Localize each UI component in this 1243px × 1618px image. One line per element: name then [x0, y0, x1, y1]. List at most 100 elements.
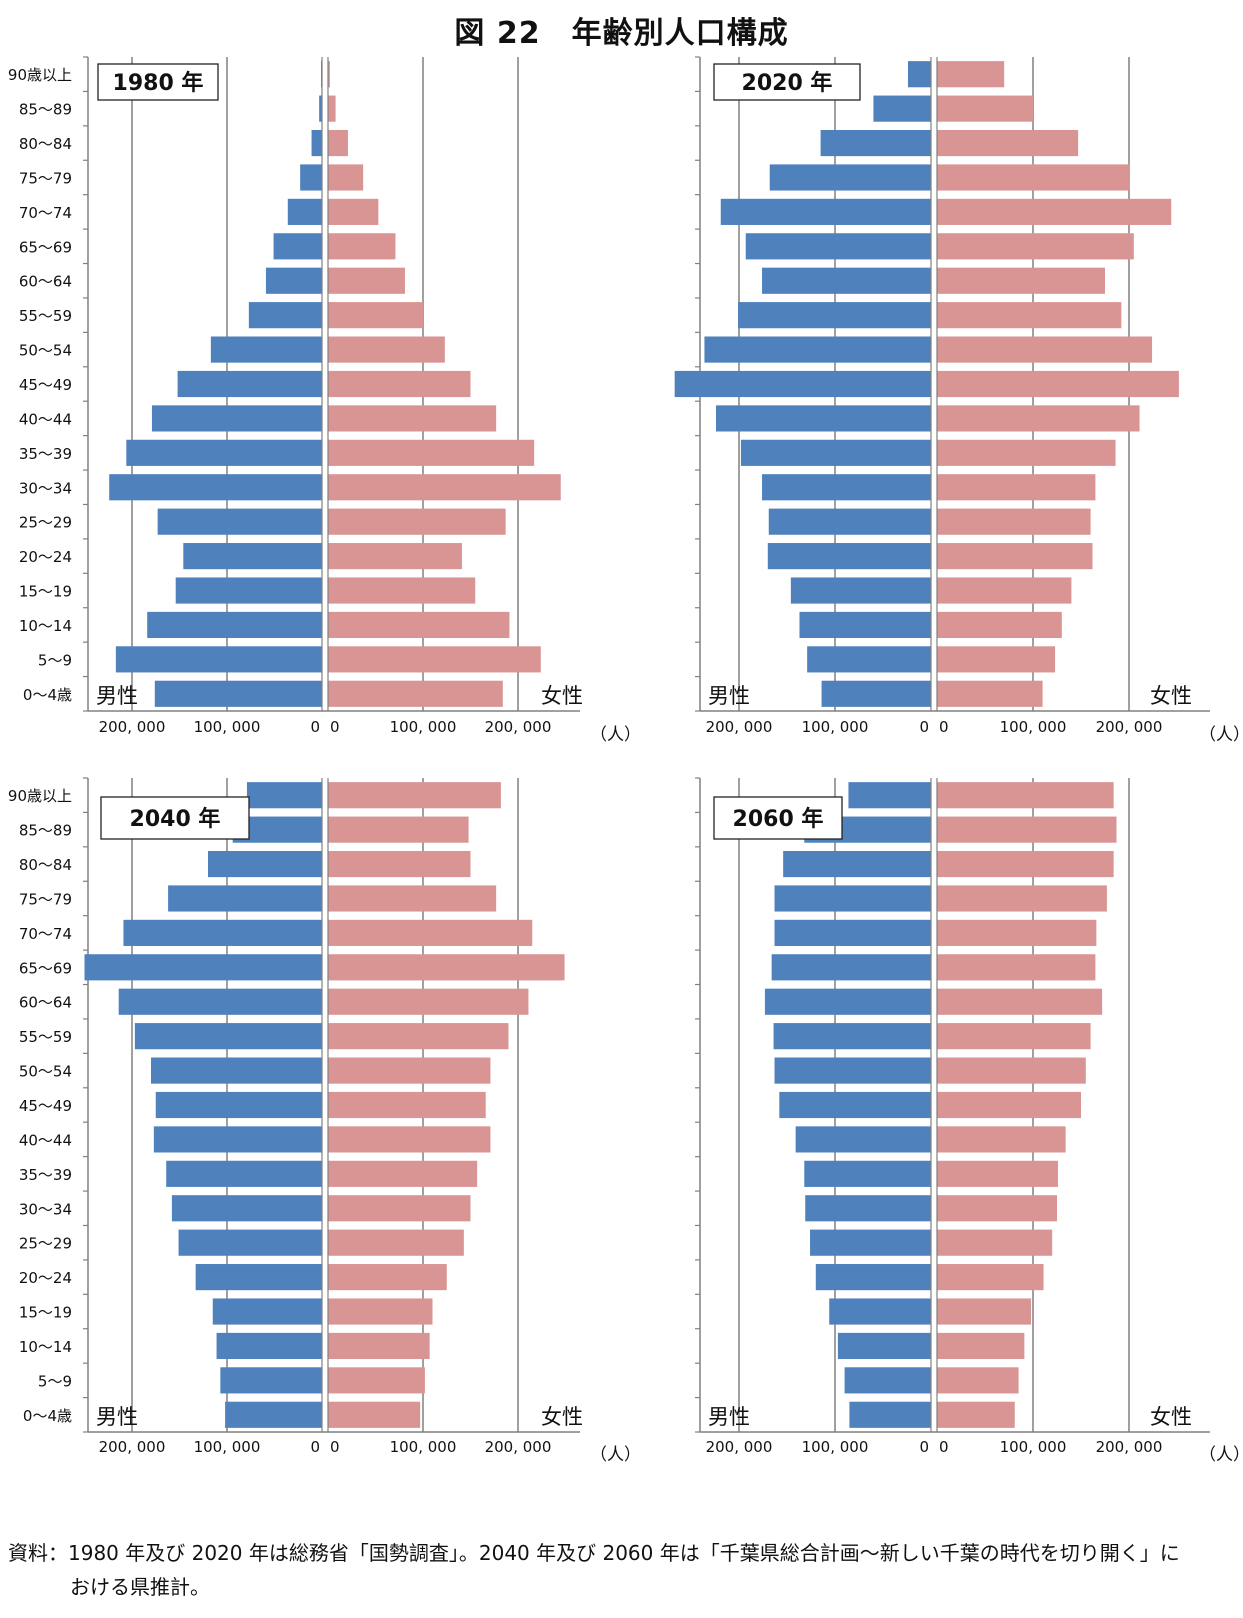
male-bar — [795, 1126, 931, 1153]
female-bar — [328, 198, 379, 225]
female-bar — [937, 1367, 1019, 1394]
x-tick-label: 0 — [310, 1438, 320, 1456]
male-bar — [300, 164, 322, 191]
female-bar — [937, 782, 1114, 809]
year-label-box — [713, 63, 861, 101]
male-bar — [829, 1298, 931, 1325]
female-bar — [328, 1332, 430, 1360]
male-bar — [804, 1160, 931, 1187]
male-bar — [265, 267, 322, 294]
female-label: 女性 — [541, 1405, 583, 1429]
age-group-label: 10〜14 — [19, 1338, 72, 1356]
male-bar — [84, 954, 322, 981]
female-bar — [328, 61, 330, 88]
year-label: 2020 年 — [742, 70, 833, 96]
unit-label: （人） — [590, 725, 641, 745]
male-bar — [779, 1091, 931, 1119]
year-label: 1980 年 — [113, 70, 204, 96]
source-line-1: 資料：1980 年及び 2020 年は総務省「国勢調査」。2040 年及び 20… — [8, 1541, 1180, 1565]
source-note: 資料：1980 年及び 2020 年は総務省「国勢調査」。2040 年及び 20… — [8, 1536, 1233, 1604]
male-bar — [768, 508, 931, 535]
x-tick-label: 100, 000 — [802, 1438, 869, 1456]
female-bar — [328, 129, 348, 157]
male-bar — [740, 439, 931, 466]
chart-panel-1: 90歳以上 85〜89 80〜84 75〜79 70〜74 65〜69 60〜64 55〜59… — [8, 56, 641, 745]
x-tick-label: 0 — [330, 718, 340, 736]
age-group-label: 5〜9 — [38, 651, 72, 669]
male-bar — [175, 577, 322, 604]
female-bar — [937, 988, 1103, 1015]
age-group-label: 5〜9 — [38, 1372, 72, 1390]
female-bar — [328, 988, 529, 1015]
female-bar — [328, 508, 506, 535]
x-tick-label: 0 — [939, 718, 949, 736]
female-bar — [937, 61, 1005, 88]
female-bar — [937, 919, 1097, 946]
female-bar — [937, 543, 1093, 570]
age-group-label: 15〜19 — [19, 1304, 72, 1322]
female-bar — [328, 850, 471, 878]
male-bar — [208, 850, 322, 878]
female-bar — [937, 370, 1179, 398]
source-line-2: おける県推計。 — [70, 1575, 210, 1599]
year-label: 2040 年 — [130, 806, 221, 832]
female-bar — [328, 1126, 491, 1153]
male-bar — [720, 198, 931, 225]
chart-panel-2: 2020 年男性 女性 200, 000 100, 000 0 0 100, 000 200,… — [674, 56, 1243, 745]
age-group-label: 90歳以上 — [8, 66, 72, 84]
female-bar — [328, 646, 541, 673]
female-bar — [328, 405, 497, 432]
male-bar — [109, 474, 322, 501]
age-group-label: 55〜59 — [19, 307, 72, 325]
male-bar — [171, 1195, 322, 1222]
age-group-label: 15〜19 — [19, 583, 72, 601]
year-label: 2060 年 — [733, 806, 824, 832]
male-bar — [762, 474, 931, 501]
chart-panel-3: 90歳以上 85〜89 80〜84 75〜79 70〜74 65〜69 60〜64 55〜59… — [8, 777, 641, 1465]
female-label: 女性 — [1150, 684, 1192, 708]
female-bar — [328, 1023, 509, 1050]
female-bar — [328, 1057, 491, 1084]
female-bar — [937, 680, 1043, 707]
year-label-box — [97, 63, 219, 101]
female-bar — [328, 439, 535, 466]
age-group-label: 20〜24 — [19, 548, 72, 566]
male-bar — [155, 1091, 322, 1119]
age-group-label: 45〜49 — [19, 376, 72, 394]
male-bar — [273, 233, 322, 260]
age-group-label: 90歳以上 — [8, 787, 72, 805]
male-bar — [151, 405, 322, 432]
age-group-label: 45〜49 — [19, 1097, 72, 1115]
male-bar — [774, 885, 931, 912]
male-bar — [220, 1367, 322, 1394]
female-label: 女性 — [541, 684, 583, 708]
male-bar — [123, 919, 322, 946]
age-group-label: 85〜89 — [19, 822, 72, 840]
male-bar — [177, 370, 322, 398]
age-group-label: 80〜84 — [19, 135, 72, 153]
x-tick-label: 200, 000 — [485, 1438, 552, 1456]
male-bar — [134, 1023, 322, 1050]
male-bar — [849, 1401, 931, 1428]
male-bar — [195, 1264, 322, 1291]
year-label-box — [100, 796, 250, 840]
female-bar — [937, 95, 1033, 122]
male-bar — [774, 919, 931, 946]
female-bar — [937, 439, 1116, 466]
age-group-label: 55〜59 — [19, 1028, 72, 1046]
female-bar — [328, 267, 405, 294]
female-bar — [937, 1160, 1058, 1187]
unit-label: （人） — [1199, 725, 1243, 745]
male-bar — [151, 1057, 322, 1084]
female-bar — [937, 336, 1153, 363]
male-bar — [115, 646, 322, 673]
x-tick-label: 100, 000 — [194, 718, 261, 736]
age-group-label: 0〜4歳 — [23, 686, 72, 704]
male-bar — [319, 95, 322, 122]
male-bar — [810, 1229, 931, 1256]
female-bar — [328, 1264, 447, 1291]
male-bar — [246, 782, 322, 809]
female-bar — [937, 885, 1107, 912]
x-tick-label: 100, 000 — [390, 718, 457, 736]
